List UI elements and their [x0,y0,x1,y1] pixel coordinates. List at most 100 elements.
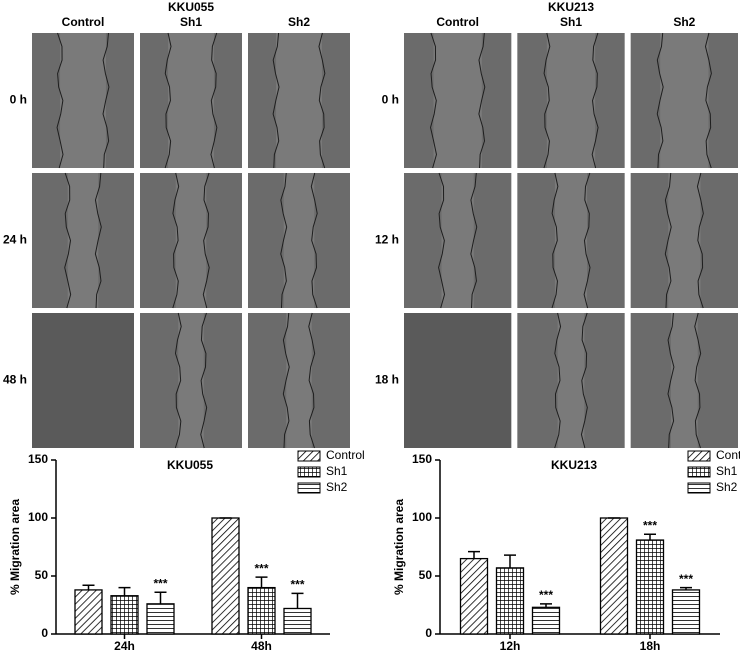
column-label: Control [62,15,105,29]
wound-edge [174,312,182,449]
wound-edge [430,32,437,169]
column-label: Sh1 [560,15,582,29]
legend-swatch [687,466,711,478]
row-label: 0 h [10,93,27,107]
wound-gap [660,33,709,168]
wound-edge [656,32,664,169]
error-bar [291,592,304,609]
wound-edge [280,172,288,309]
legend-label: Control [326,448,365,462]
panel-title: KKU055 [168,0,214,14]
wound-edge [308,312,316,449]
y-tick-label: 50 [419,568,433,582]
significance-label: *** [643,518,657,532]
row-label: 24 h [3,233,27,247]
bar [635,539,665,635]
error-bar [468,550,480,559]
wound-edge [164,32,172,169]
wound-gap [554,173,588,308]
wound-edge [583,172,591,309]
bar [531,606,561,635]
wound-edge [438,172,446,309]
wound-edge [282,312,290,449]
legend-label: Sh1 [716,464,738,478]
legend-swatch [297,482,321,494]
wound-edge [694,312,702,449]
micrograph [32,313,134,448]
significance-label: *** [153,576,167,590]
y-tick-label: 0 [425,626,432,640]
chart-title: KKU213 [551,458,597,472]
wound-edge [56,32,64,169]
y-tick-label: 150 [412,452,432,466]
legend-swatch [687,482,711,494]
wound-edge [470,172,478,309]
y-tick-label: 100 [412,510,432,524]
wound-edge [272,32,280,169]
legend-label: Sh2 [326,480,348,494]
wound-edge [102,32,110,169]
wound-gap [178,313,204,448]
wound-edge [210,32,218,169]
x-tick-label: 24h [114,639,135,653]
wound-gap [60,33,106,168]
error-bar [82,584,95,590]
wound-edge [696,172,704,309]
wound-gap [433,33,482,168]
y-tick-label: 150 [28,452,48,466]
row-label: 12 h [375,233,399,247]
bar [283,607,312,635]
wound-gap [168,33,214,168]
wound-gap [276,33,322,168]
panel-title: KKU213 [548,0,594,14]
error-bar [118,586,131,596]
wound-edge [172,172,180,309]
error-bar [255,576,268,588]
significance-label: *** [254,561,268,575]
error-bar [540,603,552,608]
wound-edge [310,172,318,309]
significance-label: *** [539,588,553,602]
wound-edge [591,32,599,169]
row-label: 18 h [375,373,399,387]
wound-edge [202,172,210,309]
wound-edge [478,32,486,169]
wound-gap [668,173,701,308]
wound-edge [543,32,551,169]
bar [459,557,489,635]
x-tick-label: 12h [500,639,521,653]
wound-edge [64,172,72,309]
legend-label: Sh2 [716,480,738,494]
y-tick-label: 0 [41,626,48,640]
wound-gap [546,33,596,168]
error-bar [644,533,656,541]
wound-edge [551,172,559,309]
wound-gap [441,173,474,308]
wound-edge [664,172,672,309]
wound-gap [557,313,585,448]
x-tick-label: 18h [640,639,661,653]
legend-label: Sh1 [326,464,348,478]
micrograph [404,313,512,448]
row-label: 48 h [3,373,27,387]
bar [671,589,701,635]
y-tick-label: 100 [28,510,48,524]
bar [211,517,240,635]
wound-edge [200,312,208,449]
wound-gap [175,173,207,308]
column-label: Control [436,15,479,29]
column-label: Sh2 [288,15,310,29]
y-axis-label: % Migration area [8,499,22,595]
wound-edge [94,172,102,309]
wound-edge [318,32,326,169]
bar [495,567,525,635]
x-tick-label: 48h [251,639,272,653]
wound-gap [286,313,312,448]
bar [247,586,276,635]
legend-swatch [687,450,711,462]
y-tick-label: 50 [35,568,49,582]
legend-swatch [297,450,321,462]
wound-gap [283,173,315,308]
wound-gap [670,313,698,448]
